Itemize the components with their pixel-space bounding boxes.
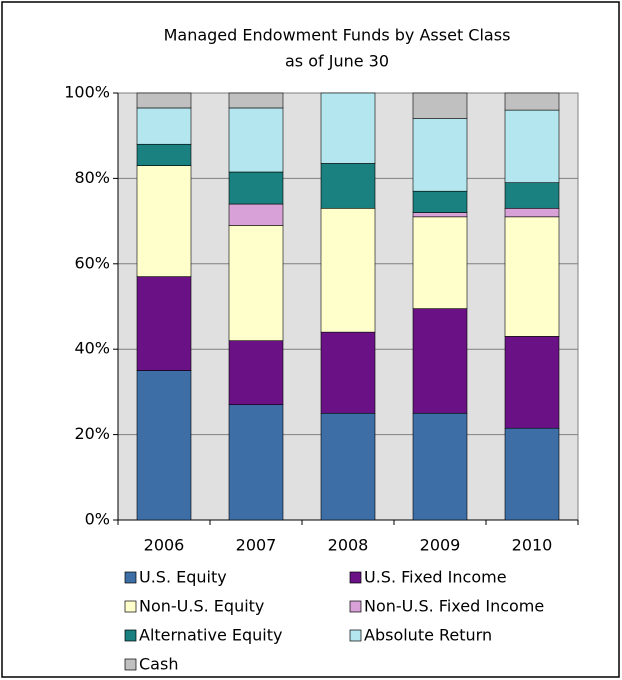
bar-segment	[504, 109, 560, 183]
bar-segment	[136, 107, 192, 145]
bar-segment	[136, 143, 192, 166]
bar-segment	[228, 225, 284, 341]
y-tick-label: 40%	[74, 339, 110, 358]
bar-segment	[412, 190, 468, 213]
legend-label: U.S. Fixed Income	[364, 568, 507, 587]
bar-segment	[228, 340, 284, 406]
bar-segment	[504, 216, 560, 337]
bar-segment	[504, 336, 560, 429]
legend-swatch	[349, 571, 362, 584]
y-tick-label: 0%	[85, 510, 110, 529]
legend-swatch	[349, 600, 362, 613]
bar-segment	[504, 427, 560, 521]
bar-segment	[320, 412, 376, 521]
bar-segment	[412, 118, 468, 192]
bar-segment	[320, 207, 376, 333]
legend-label: Non-U.S. Equity	[139, 597, 264, 616]
bar-segment	[412, 308, 468, 414]
bar-segment	[412, 216, 468, 309]
bar-segment	[136, 92, 192, 109]
bar-segment	[504, 207, 560, 218]
bar-segment	[412, 412, 468, 521]
legend-label: Alternative Equity	[139, 626, 282, 645]
bar-segment	[320, 163, 376, 209]
legend-swatch	[124, 571, 137, 584]
y-tick-label: 60%	[74, 253, 110, 272]
y-tick-label: 100%	[64, 83, 110, 102]
y-tick-label: 20%	[74, 424, 110, 443]
legend-swatch	[349, 629, 362, 642]
y-tick-label: 80%	[74, 168, 110, 187]
bar-segment	[320, 331, 376, 414]
x-tick-label: 2007	[236, 536, 277, 555]
x-tick-label: 2010	[512, 536, 553, 555]
legend-label: Non-U.S. Fixed Income	[364, 597, 544, 616]
x-tick-label: 2008	[328, 536, 369, 555]
bar-segment	[228, 404, 284, 521]
chart-title: Managed Endowment Funds by Asset Class	[164, 26, 511, 45]
bar-segment	[412, 92, 468, 119]
bar-segment	[412, 212, 468, 218]
bar-segment	[504, 182, 560, 209]
bar-segment	[228, 92, 284, 109]
legend-swatch	[124, 658, 137, 671]
bar-segment	[228, 107, 284, 173]
bar-segment	[228, 203, 284, 226]
x-tick-label: 2009	[420, 536, 461, 555]
legend-swatch	[124, 629, 137, 642]
bar-segment	[504, 92, 560, 111]
bar-segment	[136, 165, 192, 277]
chart-subtitle: as of June 30	[285, 52, 389, 71]
x-tick-label: 2006	[144, 536, 185, 555]
legend-label: Cash	[139, 655, 178, 674]
bar-segment	[136, 276, 192, 371]
legend-label: Absolute Return	[364, 626, 492, 645]
legend-swatch	[124, 600, 137, 613]
bar-segment	[320, 92, 376, 164]
legend-label: U.S. Equity	[139, 568, 227, 587]
bar-segment	[136, 370, 192, 521]
bar-segment	[228, 171, 284, 205]
